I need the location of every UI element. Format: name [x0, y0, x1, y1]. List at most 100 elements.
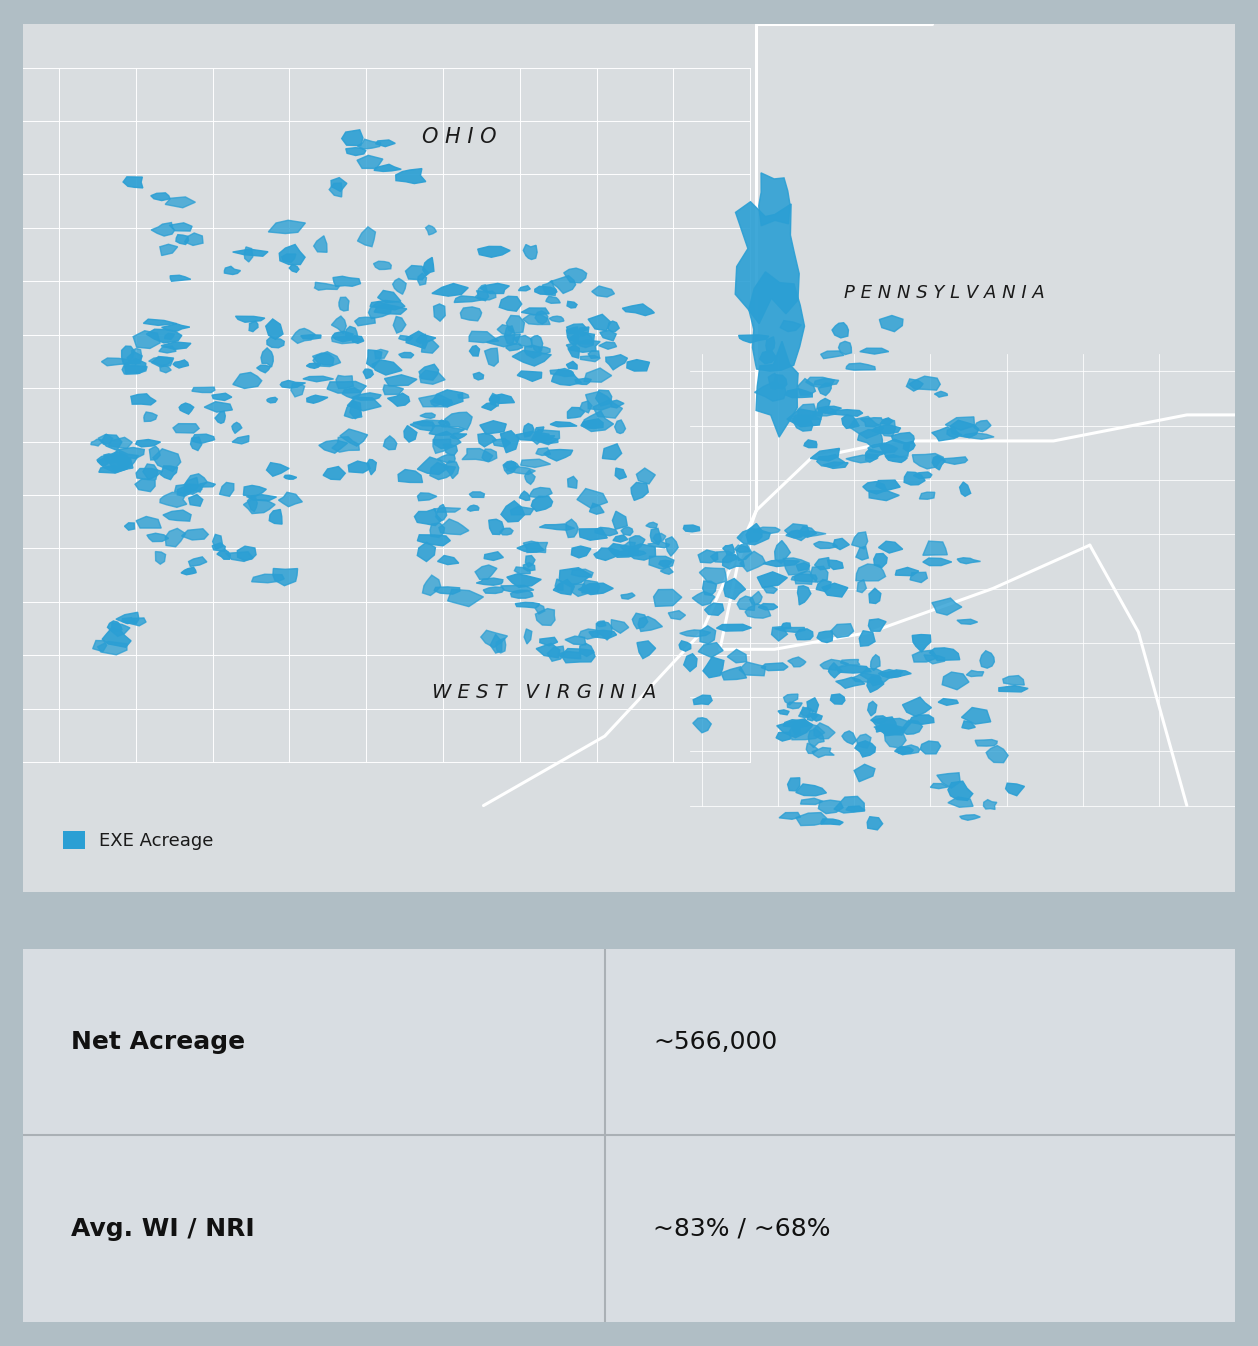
Polygon shape	[960, 814, 980, 820]
Polygon shape	[962, 433, 994, 439]
Polygon shape	[143, 464, 157, 479]
Polygon shape	[776, 719, 813, 738]
Polygon shape	[190, 437, 201, 451]
Polygon shape	[868, 443, 898, 454]
Polygon shape	[711, 551, 737, 563]
Polygon shape	[840, 660, 859, 665]
Polygon shape	[372, 359, 403, 376]
Polygon shape	[150, 447, 160, 460]
Polygon shape	[93, 641, 107, 651]
Polygon shape	[879, 725, 902, 735]
Polygon shape	[550, 421, 577, 427]
Polygon shape	[795, 629, 813, 639]
Polygon shape	[336, 376, 353, 389]
Polygon shape	[394, 316, 406, 332]
Polygon shape	[910, 572, 927, 583]
Polygon shape	[518, 285, 531, 291]
Polygon shape	[348, 462, 370, 472]
Polygon shape	[810, 567, 828, 583]
Polygon shape	[859, 349, 889, 354]
Polygon shape	[813, 408, 837, 416]
Text: W E S T   V I R G I N I A: W E S T V I R G I N I A	[431, 684, 657, 703]
Polygon shape	[231, 423, 242, 433]
Polygon shape	[791, 573, 816, 581]
Polygon shape	[434, 431, 460, 448]
Polygon shape	[896, 744, 920, 754]
Polygon shape	[107, 621, 122, 631]
Polygon shape	[645, 522, 657, 528]
Polygon shape	[504, 462, 518, 470]
Polygon shape	[957, 557, 980, 564]
Polygon shape	[571, 569, 593, 577]
Polygon shape	[693, 717, 711, 732]
Polygon shape	[307, 363, 321, 369]
Polygon shape	[482, 450, 497, 462]
Polygon shape	[596, 621, 606, 627]
Polygon shape	[418, 273, 426, 285]
Polygon shape	[810, 448, 839, 460]
Polygon shape	[133, 331, 160, 349]
Polygon shape	[884, 728, 906, 748]
Polygon shape	[723, 545, 735, 555]
Polygon shape	[511, 590, 533, 598]
Polygon shape	[781, 623, 791, 630]
Polygon shape	[444, 444, 458, 455]
Polygon shape	[579, 629, 600, 639]
Polygon shape	[454, 296, 486, 303]
Polygon shape	[513, 335, 532, 347]
Polygon shape	[1003, 676, 1024, 685]
Polygon shape	[450, 433, 467, 439]
Polygon shape	[357, 139, 381, 149]
Polygon shape	[566, 361, 577, 369]
Polygon shape	[855, 740, 876, 756]
Polygon shape	[896, 568, 918, 576]
Polygon shape	[185, 233, 203, 245]
Polygon shape	[289, 264, 299, 272]
Polygon shape	[536, 643, 560, 658]
Polygon shape	[891, 432, 915, 443]
Polygon shape	[430, 463, 455, 479]
Polygon shape	[91, 439, 102, 446]
Polygon shape	[135, 479, 155, 491]
Polygon shape	[794, 571, 813, 584]
Polygon shape	[399, 335, 413, 341]
Polygon shape	[418, 542, 435, 561]
Polygon shape	[855, 546, 868, 560]
Polygon shape	[243, 486, 267, 497]
Polygon shape	[331, 316, 346, 334]
Polygon shape	[633, 614, 648, 629]
Polygon shape	[523, 541, 547, 553]
Polygon shape	[613, 551, 647, 556]
Polygon shape	[313, 236, 327, 252]
Polygon shape	[769, 373, 777, 389]
Polygon shape	[590, 503, 604, 514]
Polygon shape	[599, 342, 616, 349]
Polygon shape	[377, 291, 401, 303]
Polygon shape	[346, 148, 366, 156]
Polygon shape	[845, 455, 876, 463]
Polygon shape	[796, 783, 827, 795]
Polygon shape	[820, 351, 844, 358]
Polygon shape	[332, 331, 353, 342]
Polygon shape	[98, 642, 127, 654]
Polygon shape	[554, 579, 574, 595]
Polygon shape	[161, 466, 177, 479]
Polygon shape	[947, 781, 972, 801]
Polygon shape	[501, 501, 525, 522]
Polygon shape	[542, 280, 556, 296]
Polygon shape	[912, 454, 944, 468]
Polygon shape	[932, 598, 962, 615]
Polygon shape	[805, 377, 834, 388]
Polygon shape	[501, 586, 533, 594]
Polygon shape	[808, 713, 818, 721]
Polygon shape	[589, 630, 616, 639]
Polygon shape	[735, 202, 799, 323]
Polygon shape	[789, 723, 825, 740]
Polygon shape	[439, 420, 450, 427]
Polygon shape	[986, 746, 1008, 763]
Polygon shape	[632, 482, 648, 501]
Polygon shape	[249, 322, 258, 331]
Polygon shape	[815, 557, 829, 569]
Polygon shape	[535, 604, 545, 614]
Polygon shape	[902, 697, 931, 716]
